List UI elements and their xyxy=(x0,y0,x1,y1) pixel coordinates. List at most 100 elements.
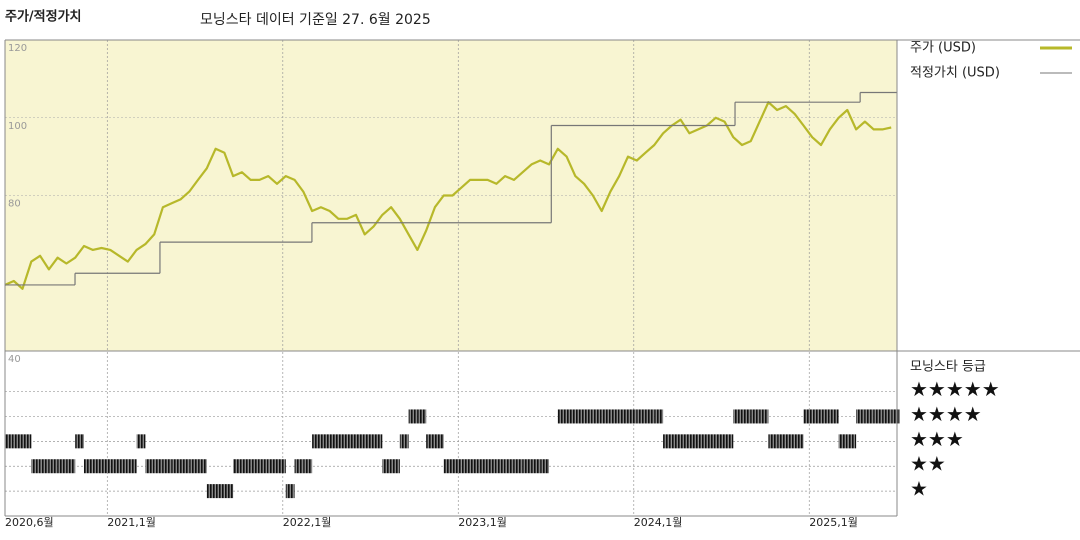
rating-bar xyxy=(671,434,681,449)
rating-bar xyxy=(31,459,41,474)
rating-bar xyxy=(241,459,251,474)
rating-bar xyxy=(119,459,128,474)
rating-bar xyxy=(522,459,532,474)
rating-bar xyxy=(5,434,14,449)
rating-bar xyxy=(382,459,392,474)
rating-bar xyxy=(40,459,49,474)
rating-bar xyxy=(391,459,400,474)
rating-bar xyxy=(13,434,23,449)
rating-bar xyxy=(461,459,471,474)
rating-bar xyxy=(162,459,172,474)
rating-bar xyxy=(645,409,655,424)
rating-bar xyxy=(592,409,602,424)
rating-bar xyxy=(812,409,822,424)
rating-bar xyxy=(715,434,725,449)
y-tick-label: 40 xyxy=(8,354,21,365)
rating-bar xyxy=(856,409,865,424)
rating-bar xyxy=(364,434,374,449)
price-line xyxy=(4,101,892,290)
rating-bar xyxy=(636,409,646,424)
rating-bar xyxy=(557,409,567,424)
rating-bar xyxy=(303,459,313,474)
rating-bar xyxy=(92,459,102,474)
rating-bar xyxy=(154,459,163,474)
rating-bar xyxy=(294,459,304,474)
legend-label: 주가 (USD) xyxy=(910,41,976,56)
rating-label: ★★★ xyxy=(910,427,964,451)
rating-bar xyxy=(689,434,699,449)
rating-bar xyxy=(22,434,32,449)
rating-bar xyxy=(312,434,321,449)
rating-bar xyxy=(136,434,146,449)
rating-bar xyxy=(233,459,242,474)
rating-bar xyxy=(706,434,716,449)
rating-bar xyxy=(742,409,751,424)
x-tick-label: 2021,1월 xyxy=(107,516,156,529)
rating-bar xyxy=(83,459,93,474)
rating-bar xyxy=(224,484,234,499)
rating-bar xyxy=(320,434,330,449)
rating-bar xyxy=(189,459,199,474)
rating-bar xyxy=(663,434,672,449)
rating-bar xyxy=(452,459,462,474)
y-tick-label: 80 xyxy=(8,199,21,210)
rating-bar xyxy=(215,484,225,499)
rating-bar xyxy=(803,409,813,424)
rating-bar xyxy=(724,434,734,449)
rating-bar xyxy=(513,459,523,474)
rating-bar xyxy=(864,409,874,424)
rating-bar xyxy=(180,459,190,474)
rating-label: ★★ xyxy=(910,452,946,476)
rating-bar xyxy=(829,409,839,424)
rating-bar xyxy=(698,434,707,449)
rating-label: ★ xyxy=(910,477,928,501)
rating-bar xyxy=(505,459,514,474)
rating-bar xyxy=(259,459,269,474)
y-tick-label: 100 xyxy=(8,121,27,132)
rating-bar xyxy=(206,484,216,499)
x-tick-label: 2023,1월 xyxy=(458,516,507,529)
rating-bar xyxy=(355,434,365,449)
rating-bar xyxy=(777,434,786,449)
rating-bar xyxy=(434,434,444,449)
rating-bar xyxy=(601,409,611,424)
rating-bar xyxy=(610,409,620,424)
rating-bar xyxy=(768,434,778,449)
rating-bar xyxy=(338,434,348,449)
rating-bar xyxy=(654,409,664,424)
x-tick-label: 2020,6월 xyxy=(5,516,54,529)
rating-bar xyxy=(680,434,690,449)
chart-title: 주가/적정가치 xyxy=(5,9,82,25)
rating-bar xyxy=(408,409,418,424)
rating-bar xyxy=(821,409,830,424)
rating-bar xyxy=(48,459,58,474)
rating-bar xyxy=(882,409,892,424)
rating-bar xyxy=(496,459,506,474)
rating-bar xyxy=(575,409,585,424)
rating-bar xyxy=(838,434,848,449)
rating-label: ★★★★ xyxy=(910,402,982,426)
chart-subtitle: 모닝스타 데이터 기준일 27. 6월 2025 xyxy=(200,12,431,28)
rating-bar xyxy=(470,459,479,474)
rating-bar xyxy=(566,409,576,424)
rating-label: ★★★★★ xyxy=(910,377,1000,401)
rating-bar xyxy=(110,459,120,474)
rating-title: 모닝스타 등급 xyxy=(910,360,986,375)
rating-bar xyxy=(531,459,541,474)
rating-bar xyxy=(101,459,111,474)
x-tick-label: 2022,1월 xyxy=(283,516,332,529)
rating-bar xyxy=(627,409,637,424)
rating-bar xyxy=(891,409,900,424)
rating-bar xyxy=(847,434,857,449)
x-tick-label: 2024,1월 xyxy=(634,516,683,529)
rating-bar xyxy=(733,409,743,424)
rating-bar xyxy=(373,434,383,449)
x-tick-label: 2025,1월 xyxy=(809,516,858,529)
rating-bar xyxy=(329,434,339,449)
rating-bar xyxy=(417,409,427,424)
rating-bar xyxy=(443,459,453,474)
rating-bar xyxy=(285,484,295,499)
rating-bar xyxy=(540,459,550,474)
rating-bar xyxy=(268,459,278,474)
